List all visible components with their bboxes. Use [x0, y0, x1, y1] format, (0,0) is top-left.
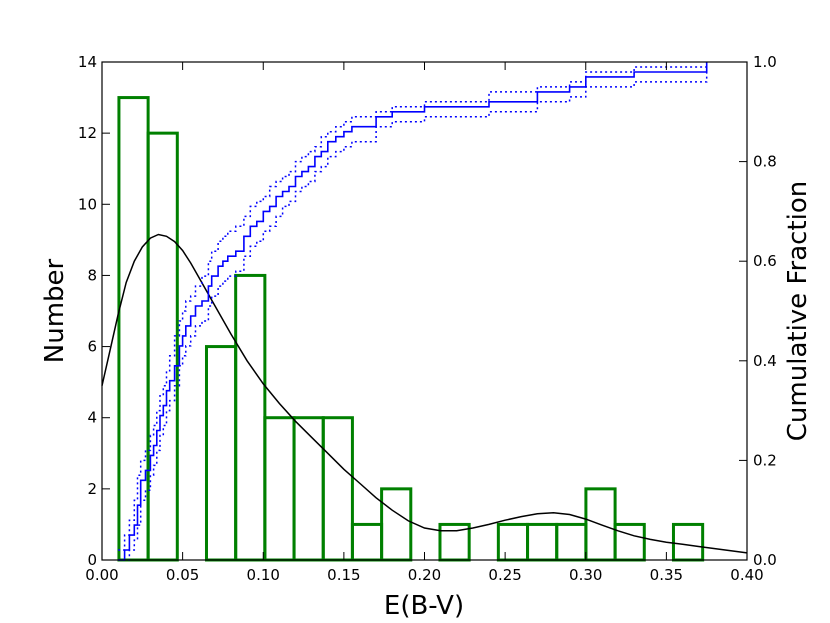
cumulative-upper-bound — [118, 62, 708, 551]
histogram-bar — [292, 416, 325, 562]
x-tick-label: 0.00 — [85, 566, 118, 584]
y2-tick-label: 0.8 — [753, 153, 777, 171]
histogram-bar — [555, 522, 588, 562]
histogram-bar — [526, 522, 559, 562]
y2-tick-label: 0.4 — [753, 352, 777, 370]
histogram-bar — [321, 416, 354, 562]
histogram-bar — [671, 522, 705, 562]
y-tick-label: 2 — [87, 480, 97, 498]
x-tick-label: 0.25 — [488, 566, 521, 584]
y2-tick-label: 0.0 — [753, 551, 777, 569]
histogram-bar — [204, 345, 238, 562]
y-tick-label: 0 — [87, 551, 97, 569]
histogram-bar — [496, 522, 530, 562]
y-tick-label: 14 — [78, 53, 97, 71]
kde-curve-group — [101, 233, 748, 554]
kde-curve — [101, 233, 748, 554]
x-tick-label: 0.05 — [166, 566, 199, 584]
x-tick-label: 0.30 — [569, 566, 602, 584]
x-axis-ticks: 0.00 0.05 0.10 0.15 0.20 0.25 0.30 0.35 0.40 — [85, 62, 764, 584]
cumulative-lower-bound — [118, 72, 708, 561]
y-tick-label: 8 — [87, 266, 97, 284]
y2-tick-label: 1.0 — [753, 53, 777, 71]
y2-axis-ticks: 0.0 0.2 0.4 0.6 0.8 1.0 — [739, 53, 777, 569]
histogram-bar — [263, 416, 296, 562]
y-axis-ticks: 0 2 4 6 8 10 12 14 — [78, 53, 110, 569]
histogram-bar — [117, 96, 150, 562]
x-tick-label: 0.10 — [247, 566, 280, 584]
y2-tick-label: 0.2 — [753, 451, 777, 469]
y-tick-label: 10 — [78, 195, 97, 213]
x-tick-label: 0.20 — [408, 566, 441, 584]
y2-tick-label: 0.6 — [753, 252, 777, 270]
y-tick-label: 12 — [78, 124, 97, 142]
histogram-bar — [234, 273, 267, 562]
x-tick-label: 0.15 — [327, 566, 360, 584]
plot-frame — [101, 61, 748, 561]
x-tick-label: 0.40 — [730, 566, 763, 584]
histogram-bars — [117, 96, 705, 562]
histogram-bar — [146, 131, 179, 562]
cumulative-group — [118, 62, 708, 561]
x-axis-title: E(B-V) — [384, 591, 464, 621]
x-tick-label: 0.35 — [650, 566, 683, 584]
histogram-bar — [350, 522, 384, 562]
cumulative-line — [118, 62, 708, 561]
y-axis-title: Number — [40, 258, 70, 363]
y2-axis-title: Cumulative Fraction — [783, 181, 813, 441]
histogram-bar — [613, 522, 646, 562]
y-tick-label: 4 — [87, 409, 97, 427]
y-tick-label: 6 — [87, 338, 97, 356]
histogram-bar — [380, 487, 413, 562]
